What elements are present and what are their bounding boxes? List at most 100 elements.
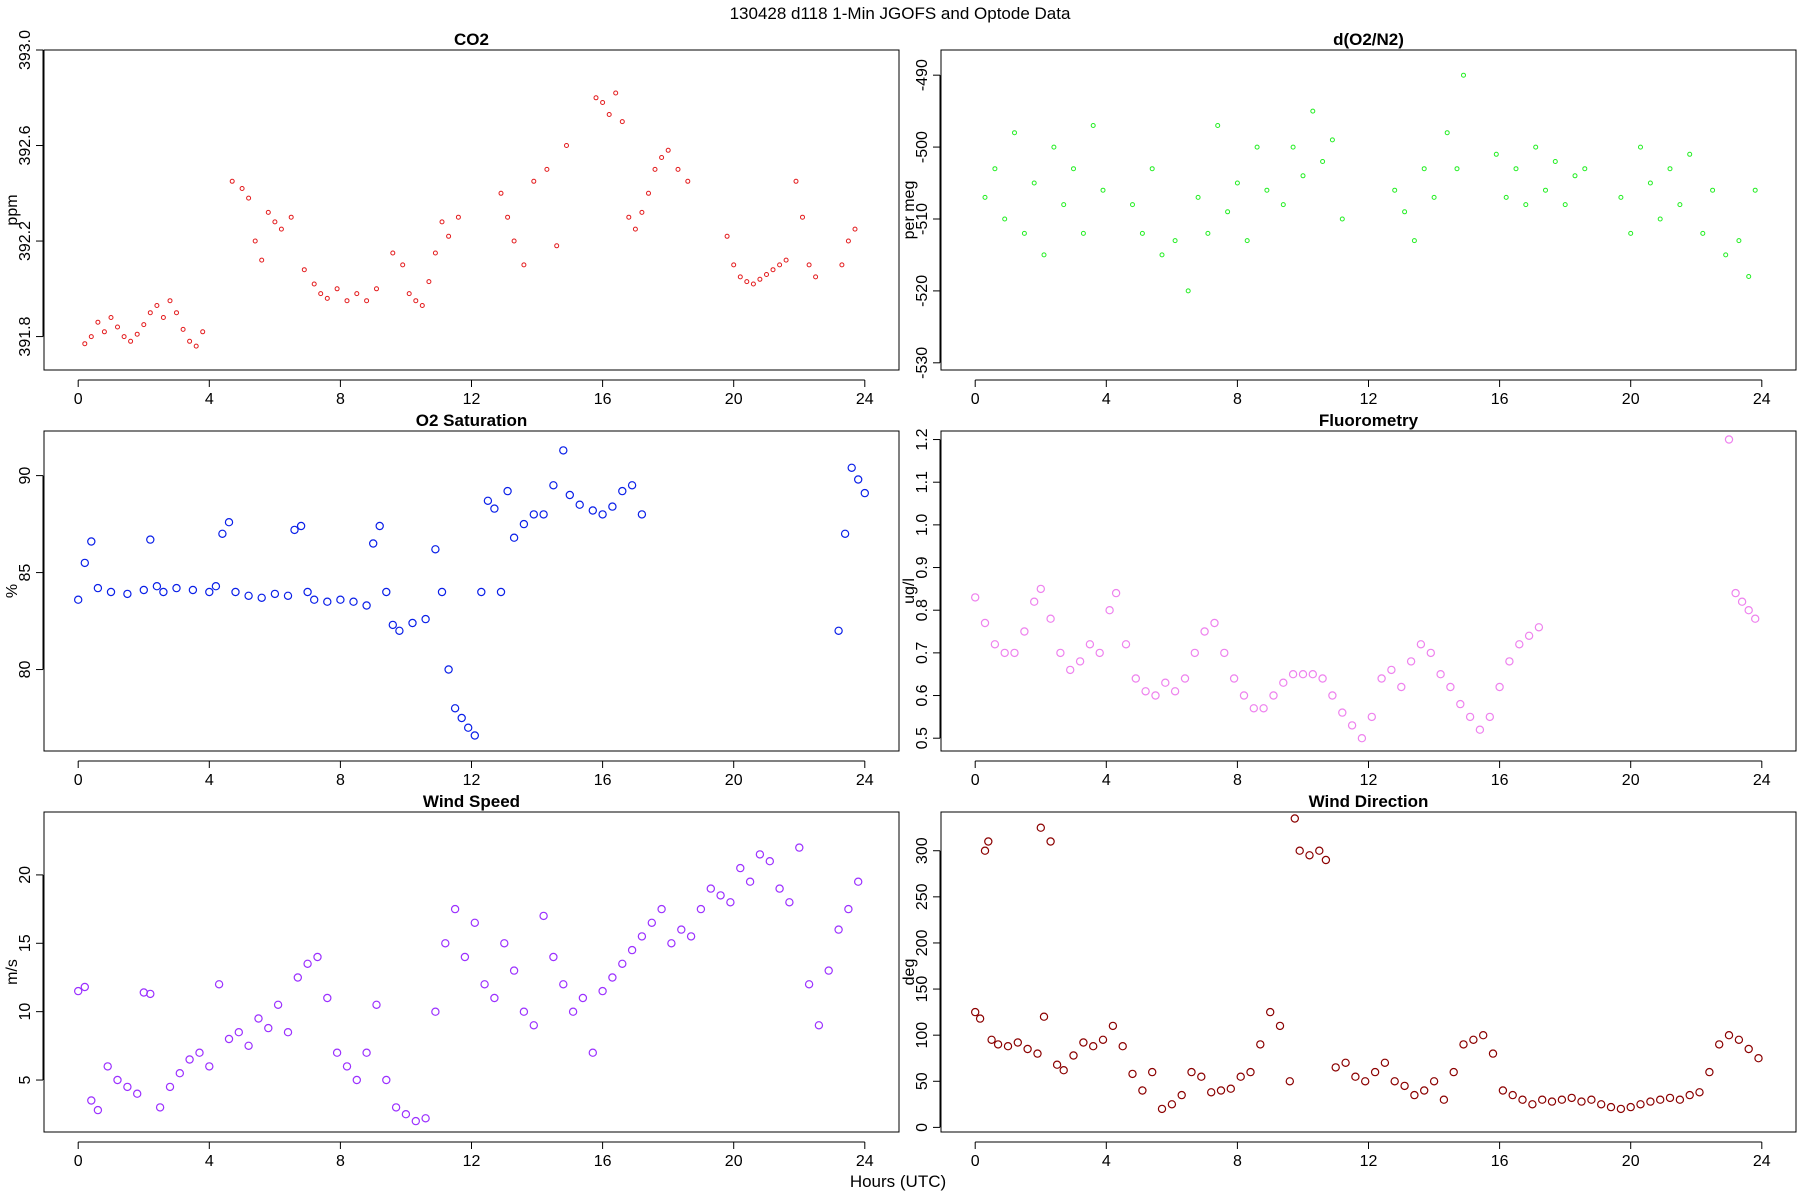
wspd-point <box>657 904 666 914</box>
wdir-point <box>1079 1038 1088 1047</box>
do2n2-point <box>1618 194 1624 200</box>
do2n2-point <box>1667 166 1673 172</box>
fluor-point <box>1724 435 1734 444</box>
co2-point <box>646 190 651 196</box>
co2-x-tick-label: 12 <box>463 391 481 408</box>
wspd-x-tick-label: 16 <box>594 1153 612 1170</box>
fluor-point <box>1190 648 1200 658</box>
wdir-x-tick-label: 4 <box>1102 1153 1111 1170</box>
co2-point <box>606 112 612 117</box>
co2-point <box>413 298 419 304</box>
o2sat-point <box>205 587 214 597</box>
wspd-point <box>470 918 479 928</box>
wdir-y-tick-label: 150 <box>914 976 931 1003</box>
o2sat-point <box>323 597 332 606</box>
wspd-point <box>480 980 489 989</box>
do2n2-point <box>1552 159 1558 164</box>
o2sat-point <box>421 614 430 624</box>
wspd-point <box>588 1048 598 1057</box>
do2n2-point <box>1159 252 1165 258</box>
fluor-point <box>1465 712 1475 722</box>
wdir-y-tick-label: 250 <box>914 883 931 910</box>
o2sat-point <box>211 582 221 591</box>
co2-plot-frame <box>43 49 900 371</box>
wspd-x-tick-label: 20 <box>725 1153 743 1170</box>
wdir-point <box>1606 1102 1616 1112</box>
co2-x-tick-label: 4 <box>205 391 214 408</box>
fluor-point <box>1377 674 1386 683</box>
wdir-point <box>1429 1077 1439 1086</box>
o2sat-point <box>854 475 863 484</box>
co2-point <box>806 262 812 268</box>
fluor-point <box>1456 699 1465 709</box>
wspd-point <box>123 1082 132 1092</box>
o2sat-point <box>450 704 460 713</box>
wdir-point <box>1400 1081 1409 1091</box>
wdir-point <box>1321 855 1331 865</box>
wspd-point <box>844 904 853 914</box>
wdir-point <box>1478 1030 1488 1040</box>
wspd-point <box>854 877 863 886</box>
fluor-point <box>1416 640 1426 649</box>
do2n2-point <box>1320 159 1326 164</box>
wdir-point <box>1285 1077 1295 1086</box>
wspd-point <box>87 1096 96 1105</box>
wspd-point <box>618 959 627 969</box>
co2-point <box>770 267 776 273</box>
co2-point <box>675 166 681 172</box>
wdir-point <box>1147 1067 1157 1077</box>
wspd-panel: Wind Speed m/s 0 4 8 12 16 20 24 5 10 15 20 <box>4 792 900 1170</box>
do2n2-point <box>1100 187 1106 193</box>
co2-point <box>147 310 153 316</box>
o2sat-point <box>847 463 856 472</box>
co2-point <box>259 257 265 263</box>
do2n2-x-tick-label: 20 <box>1622 391 1640 408</box>
chart-panels: CO2 ppm 0 4 8 12 16 20 24 391.8 392.2 392.6 393.0 d(O… <box>4 30 1797 1170</box>
wdir-point <box>1488 1049 1498 1058</box>
wspd-point <box>303 959 312 969</box>
wdir-x-tick-label: 8 <box>1233 1153 1242 1170</box>
o2sat-point <box>296 521 306 531</box>
o2sat-point <box>218 529 227 539</box>
wspd-point <box>165 1082 175 1092</box>
wspd-point <box>146 989 155 999</box>
do2n2-point <box>1051 144 1057 150</box>
o2sat-point <box>152 582 162 591</box>
co2-point <box>659 155 665 160</box>
wspd-point <box>342 1062 352 1071</box>
wspd-x-tick-label: 4 <box>205 1153 214 1170</box>
fluor-point <box>1446 682 1455 692</box>
do2n2-x-tick-label: 0 <box>971 391 980 408</box>
wdir-point <box>975 1014 985 1023</box>
wdir-point <box>1655 1095 1665 1104</box>
wspd-point <box>500 939 509 948</box>
wspd-x-tick-label: 12 <box>463 1153 481 1170</box>
co2-y-tick-label: 392.6 <box>17 125 34 165</box>
co2-point <box>354 291 360 297</box>
fluor-point <box>1200 627 1209 636</box>
wdir-point <box>1518 1095 1527 1104</box>
wdir-plot-frame <box>940 811 1797 1133</box>
co2-point <box>419 303 425 308</box>
o2sat-x-tick-label: 0 <box>74 772 83 789</box>
fluor-x-tick-label: 16 <box>1491 772 1509 789</box>
wdir-point <box>1059 1065 1068 1075</box>
fluor-point <box>1485 712 1495 722</box>
wdir-point <box>1714 1040 1724 1049</box>
fluor-point <box>1475 725 1485 734</box>
wspd-point <box>598 986 607 996</box>
wspd-point <box>113 1075 122 1085</box>
co2-point <box>229 178 235 184</box>
co2-point <box>200 329 206 335</box>
co2-point <box>744 279 750 285</box>
wspd-point <box>411 1116 420 1126</box>
fluor-point <box>990 640 1000 649</box>
do2n2-points <box>982 72 1758 294</box>
o2sat-point <box>470 731 479 740</box>
wdir-point <box>1449 1067 1458 1077</box>
o2sat-point <box>375 521 384 531</box>
do2n2-point <box>1723 252 1729 258</box>
o2sat-point <box>444 665 453 674</box>
o2sat-point <box>362 601 371 610</box>
fluor-point <box>1397 682 1406 692</box>
